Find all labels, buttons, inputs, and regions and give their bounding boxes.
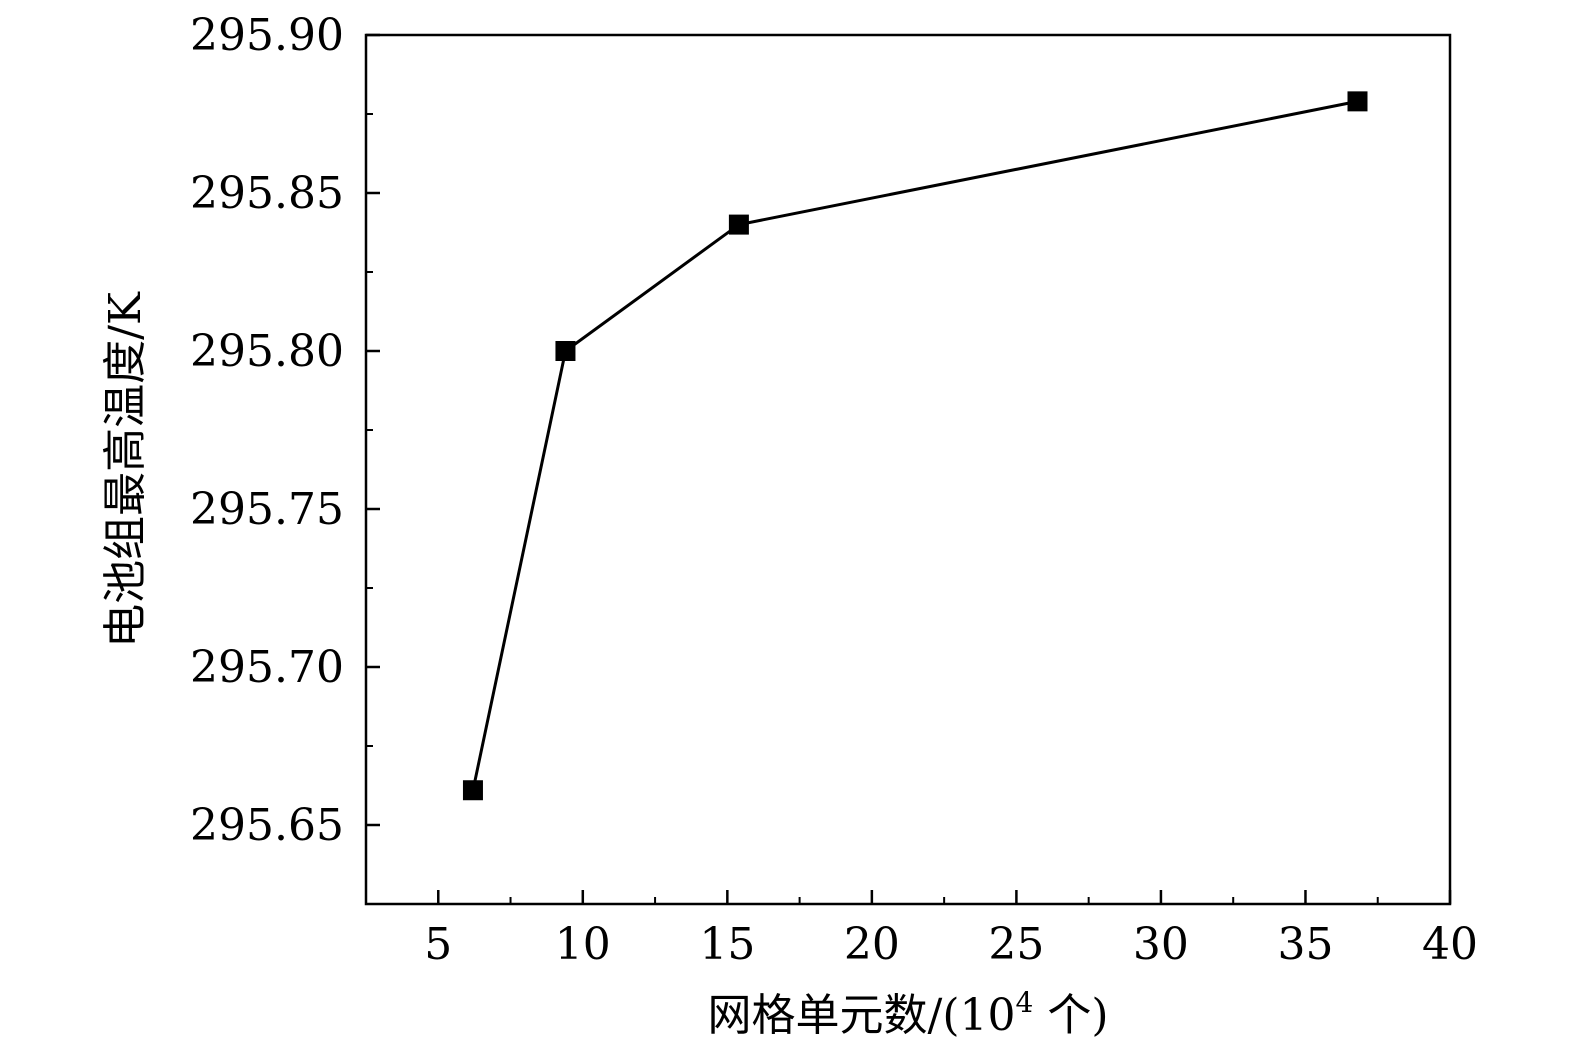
- x-axis-label-superscript: 4: [1016, 986, 1034, 1019]
- plot-frame: [364, 33, 1452, 906]
- y-tick-label: 295.65: [190, 800, 344, 851]
- y-tick-label: 295.70: [190, 642, 344, 693]
- y-tick-label: 295.90: [190, 10, 344, 61]
- x-tick-label: 30: [1133, 919, 1189, 970]
- x-tick-label: 35: [1277, 919, 1333, 970]
- data-point-marker: [728, 214, 749, 235]
- data-point-marker: [462, 780, 483, 801]
- x-axis-ticks: 5 10 15 20 25 30 35 40: [424, 890, 1478, 970]
- data-series: [462, 91, 1368, 801]
- data-point-marker: [555, 341, 576, 361]
- series-line: [471, 99, 1358, 791]
- y-tick-label: 295.75: [190, 484, 344, 535]
- x-tick-label: 10: [555, 919, 611, 970]
- x-axis-label-tail: 个): [1033, 990, 1108, 1041]
- x-tick-label: 25: [988, 919, 1044, 970]
- x-axis-label: 网格单元数/(104 个): [708, 986, 1109, 1041]
- y-tick-label: 295.80: [190, 326, 344, 377]
- x-tick-label: 15: [699, 919, 755, 970]
- data-point-marker: [1347, 91, 1368, 112]
- x-tick-label: 40: [1422, 919, 1478, 970]
- x-axis-label-main: 网格单元数/(10: [708, 990, 1016, 1041]
- x-tick-label: 20: [844, 919, 900, 970]
- y-axis-label: 电池组最高温度/K: [100, 291, 151, 648]
- y-tick-label: 295.85: [190, 168, 344, 219]
- x-tick-label: 5: [424, 919, 452, 970]
- y-axis-ticks: 295.65 295.70 295.75 295.80 295.85 295.90: [190, 10, 380, 851]
